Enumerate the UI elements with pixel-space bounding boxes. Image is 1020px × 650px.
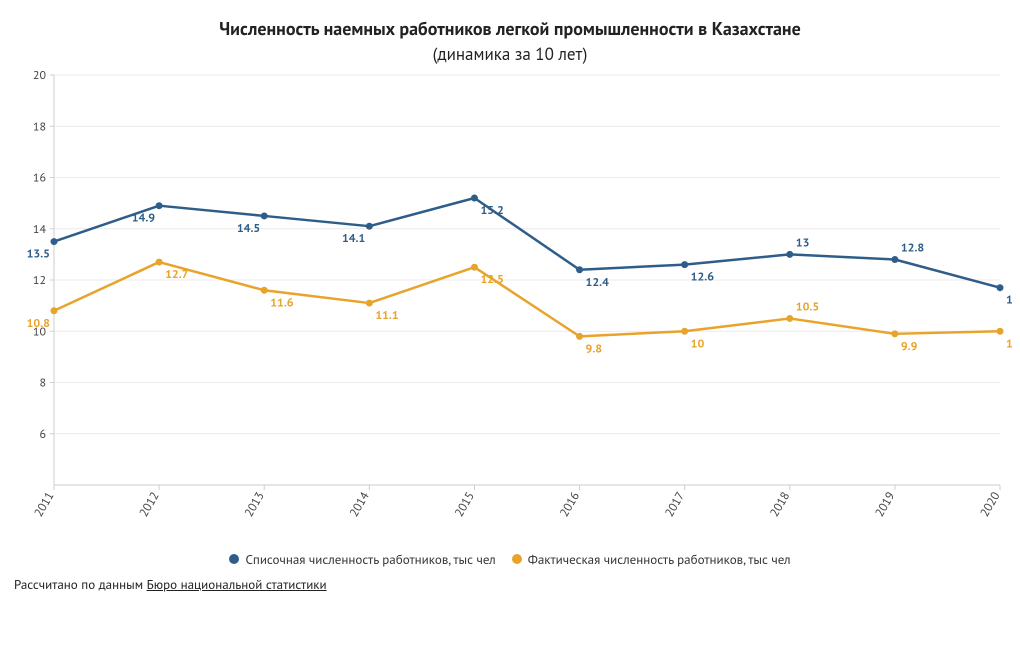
line-chart: 6810121416182020112012201320142015201620… (12, 65, 1012, 545)
svg-text:14.1: 14.1 (342, 231, 365, 246)
chart-title: Численность наемных работников легкой пр… (12, 18, 1008, 41)
legend-marker (229, 554, 239, 564)
svg-text:14.9: 14.9 (132, 210, 156, 225)
svg-text:13: 13 (796, 235, 810, 250)
chart-subtitle: (динамика за 10 лет) (12, 43, 1008, 65)
svg-text:10.8: 10.8 (27, 315, 51, 330)
svg-text:13.5: 13.5 (27, 246, 50, 261)
svg-text:14: 14 (33, 221, 47, 236)
svg-text:8: 8 (39, 375, 46, 390)
svg-text:20: 20 (33, 68, 47, 83)
credit-prefix: Рассчитано по данным (14, 576, 147, 593)
credit-link[interactable]: Бюро национальной статистики (147, 576, 327, 593)
svg-text:10: 10 (691, 336, 705, 351)
svg-text:12.6: 12.6 (691, 269, 715, 284)
svg-text:9.9: 9.9 (901, 338, 918, 353)
legend-label: Списочная численность работников, тыс че… (245, 551, 495, 568)
svg-text:11.7: 11.7 (1006, 292, 1012, 307)
svg-text:12.8: 12.8 (901, 240, 925, 255)
svg-text:12.5: 12.5 (480, 272, 503, 287)
legend-marker (512, 554, 522, 564)
svg-text:10.5: 10.5 (796, 299, 819, 314)
svg-text:15.2: 15.2 (480, 203, 503, 218)
chart-container: Численность наемных работников легкой пр… (0, 0, 1020, 650)
svg-text:12.4: 12.4 (586, 274, 610, 289)
chart-legend: Списочная численность работников, тыс че… (12, 551, 1008, 569)
svg-text:12.7: 12.7 (165, 267, 189, 282)
svg-text:11.6: 11.6 (270, 295, 294, 310)
svg-text:14.5: 14.5 (237, 220, 260, 235)
svg-text:16: 16 (33, 170, 46, 185)
svg-text:10: 10 (1006, 336, 1012, 351)
chart-credit: Рассчитано по данным Бюро национальной с… (12, 576, 1008, 593)
legend-item: Списочная численность работников, тыс че… (229, 551, 495, 568)
svg-text:12: 12 (33, 273, 46, 288)
svg-text:18: 18 (33, 119, 46, 134)
legend-label: Фактическая численность работников, тыс … (528, 551, 791, 568)
svg-text:11.1: 11.1 (375, 308, 398, 323)
legend-item: Фактическая численность работников, тыс … (512, 551, 791, 568)
svg-text:9.8: 9.8 (586, 341, 603, 356)
svg-text:6: 6 (39, 426, 46, 441)
